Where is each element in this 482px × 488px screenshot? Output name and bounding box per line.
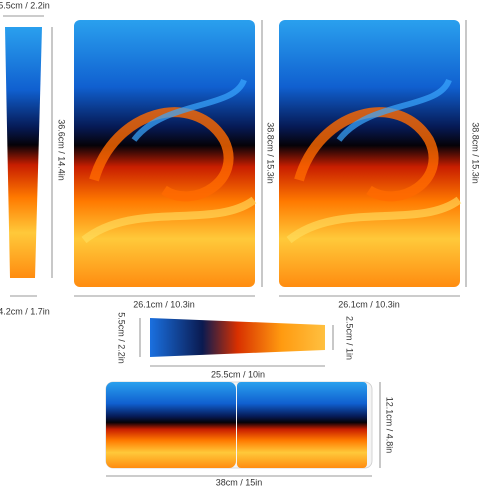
base-art [237, 382, 367, 468]
dimension-label: 26.1cm / 10.3in [338, 299, 400, 309]
base-art [106, 382, 236, 468]
dimension-label: 12.1cm / 4.8in [385, 397, 395, 454]
base: 12.1cm / 4.8in 38cm / 15in [105, 381, 395, 487]
dimension-label: 38.8cm / 15.3in [266, 122, 276, 184]
left-strip: 5.5cm / 2.2in 36.6cm / 14.4in 4.2cm / 1.… [0, 0, 67, 316]
dimension-label: 26.1cm / 10.3in [133, 299, 195, 309]
center-strip: 5.5cm / 2.2in 2.5cm / 1in 25.5cm / 10in [117, 312, 355, 379]
dimension-label: 2.5cm / 1in [345, 316, 355, 360]
dimension-label: 5.5cm / 2.2in [0, 0, 50, 10]
strip-art [150, 318, 325, 357]
dimension-label: 38.8cm / 15.3in [471, 122, 481, 184]
dimension-label: 25.5cm / 10in [211, 369, 265, 379]
panel-right: 38.8cm / 15.3in 26.1cm / 10.3in [279, 20, 481, 309]
panel-left: 38.8cm / 15.3in 26.1cm / 10.3in [74, 20, 276, 309]
dimension-label: 4.2cm / 1.7in [0, 306, 50, 316]
dimension-label: 5.5cm / 2.2in [117, 312, 127, 364]
dimension-label: 36.6cm / 14.4in [57, 119, 67, 181]
dimension-label: 38cm / 15in [216, 477, 263, 487]
strip-art [5, 27, 42, 278]
